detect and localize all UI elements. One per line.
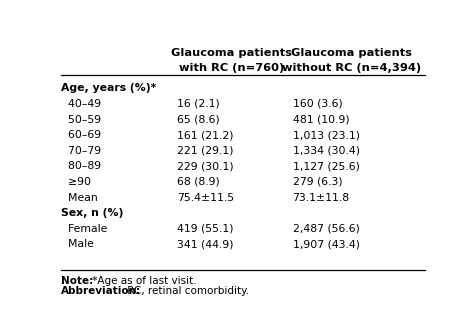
Text: Mean: Mean	[61, 193, 98, 203]
Text: Note:: Note:	[61, 276, 93, 286]
Text: 161 (21.2): 161 (21.2)	[177, 130, 233, 140]
Text: 481 (10.9): 481 (10.9)	[292, 114, 349, 125]
Text: 73.1±11.8: 73.1±11.8	[292, 193, 350, 203]
Text: 68 (8.9): 68 (8.9)	[177, 177, 219, 187]
Text: 229 (30.1): 229 (30.1)	[177, 161, 233, 171]
Text: 16 (2.1): 16 (2.1)	[177, 99, 219, 109]
Text: Male: Male	[61, 239, 94, 250]
Text: without RC (n=4,394): without RC (n=4,394)	[282, 63, 421, 73]
Text: with RC (n=760): with RC (n=760)	[179, 63, 284, 73]
Text: 75.4±11.5: 75.4±11.5	[177, 193, 234, 203]
Text: 80–89: 80–89	[61, 161, 101, 171]
Text: Abbreviation:: Abbreviation:	[61, 286, 141, 297]
Text: 160 (3.6): 160 (3.6)	[292, 99, 342, 109]
Text: 60–69: 60–69	[61, 130, 101, 140]
Text: 221 (29.1): 221 (29.1)	[177, 146, 233, 156]
Text: 279 (6.3): 279 (6.3)	[292, 177, 342, 187]
Text: Age, years (%)*: Age, years (%)*	[61, 83, 156, 93]
Text: Glaucoma patients: Glaucoma patients	[172, 48, 292, 58]
Text: 1,127 (25.6): 1,127 (25.6)	[292, 161, 359, 171]
Text: 1,013 (23.1): 1,013 (23.1)	[292, 130, 359, 140]
Text: 1,907 (43.4): 1,907 (43.4)	[292, 239, 359, 250]
Text: Sex, n (%): Sex, n (%)	[61, 208, 123, 218]
Text: ≥90: ≥90	[61, 177, 91, 187]
Text: 50–59: 50–59	[61, 114, 101, 125]
Text: 40–49: 40–49	[61, 99, 101, 109]
Text: Female: Female	[61, 224, 108, 234]
Text: 419 (55.1): 419 (55.1)	[177, 224, 233, 234]
Text: 341 (44.9): 341 (44.9)	[177, 239, 233, 250]
Text: 1,334 (30.4): 1,334 (30.4)	[292, 146, 359, 156]
Text: 2,487 (56.6): 2,487 (56.6)	[292, 224, 359, 234]
Text: 65 (8.6): 65 (8.6)	[177, 114, 219, 125]
Text: Glaucoma patients: Glaucoma patients	[291, 48, 412, 58]
Text: *Age as of last visit.: *Age as of last visit.	[89, 276, 197, 286]
Text: RC, retinal comorbidity.: RC, retinal comorbidity.	[124, 286, 249, 297]
Text: 70–79: 70–79	[61, 146, 101, 156]
